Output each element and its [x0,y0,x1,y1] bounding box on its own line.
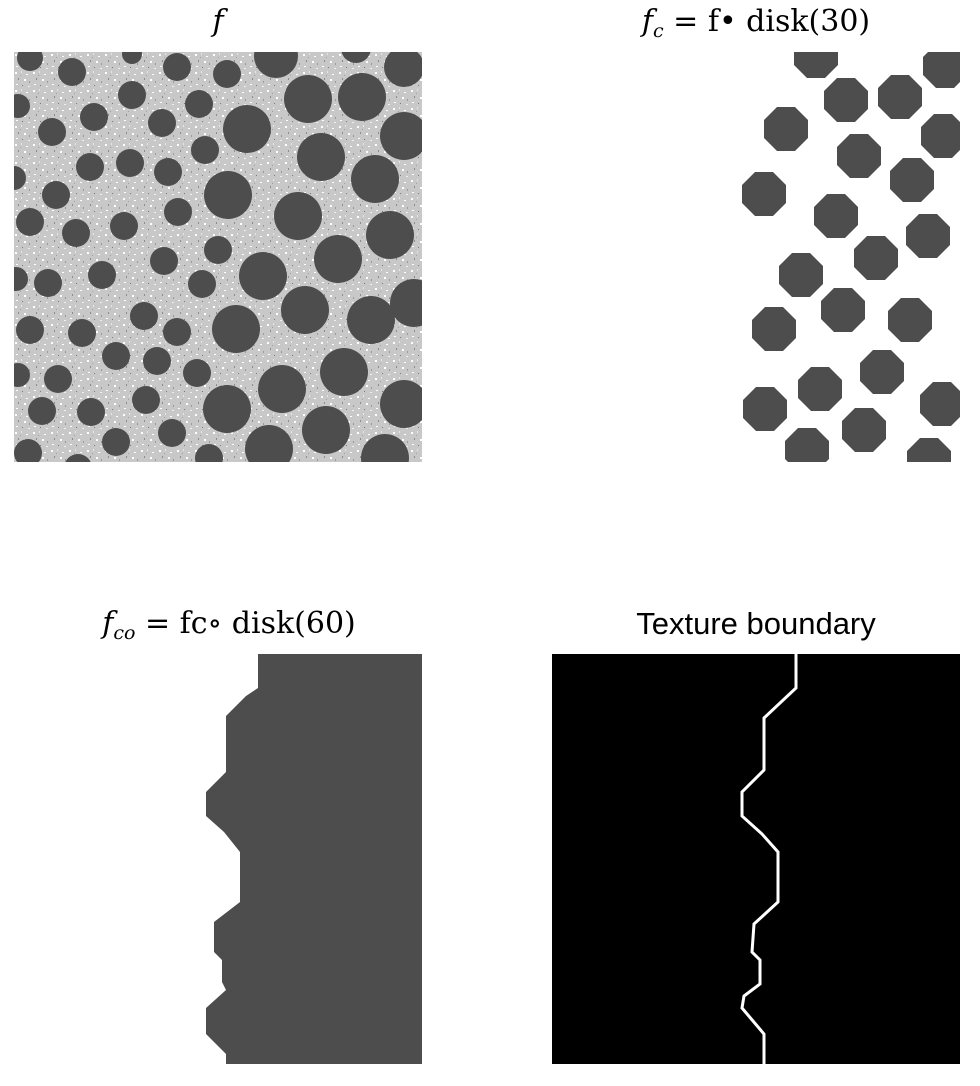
title-symbol: f [102,606,114,641]
boundary-background [552,654,960,1064]
title-symbol: f [212,4,224,39]
boundary-line [740,654,798,1064]
title-subscript: co [113,622,136,644]
image-boundary [552,654,960,1064]
image-fc [552,52,960,462]
title-expression: = fc∘ disk(60) [135,606,356,641]
title-expression: = f• disk(30) [663,4,871,39]
disk-group [14,52,422,462]
image-fco [14,654,422,1064]
panel-title-f: f [14,4,422,40]
panel-title-fco: fco = fc∘ disk(60) [14,606,444,651]
title-symbol: f [641,4,653,39]
panel-title-boundary: Texture boundary [636,606,876,641]
opened-region [206,654,422,1064]
panel-title-fc: fc = f• disk(30) [552,4,960,49]
title-subscript: c [652,20,664,42]
image-f [14,52,422,462]
